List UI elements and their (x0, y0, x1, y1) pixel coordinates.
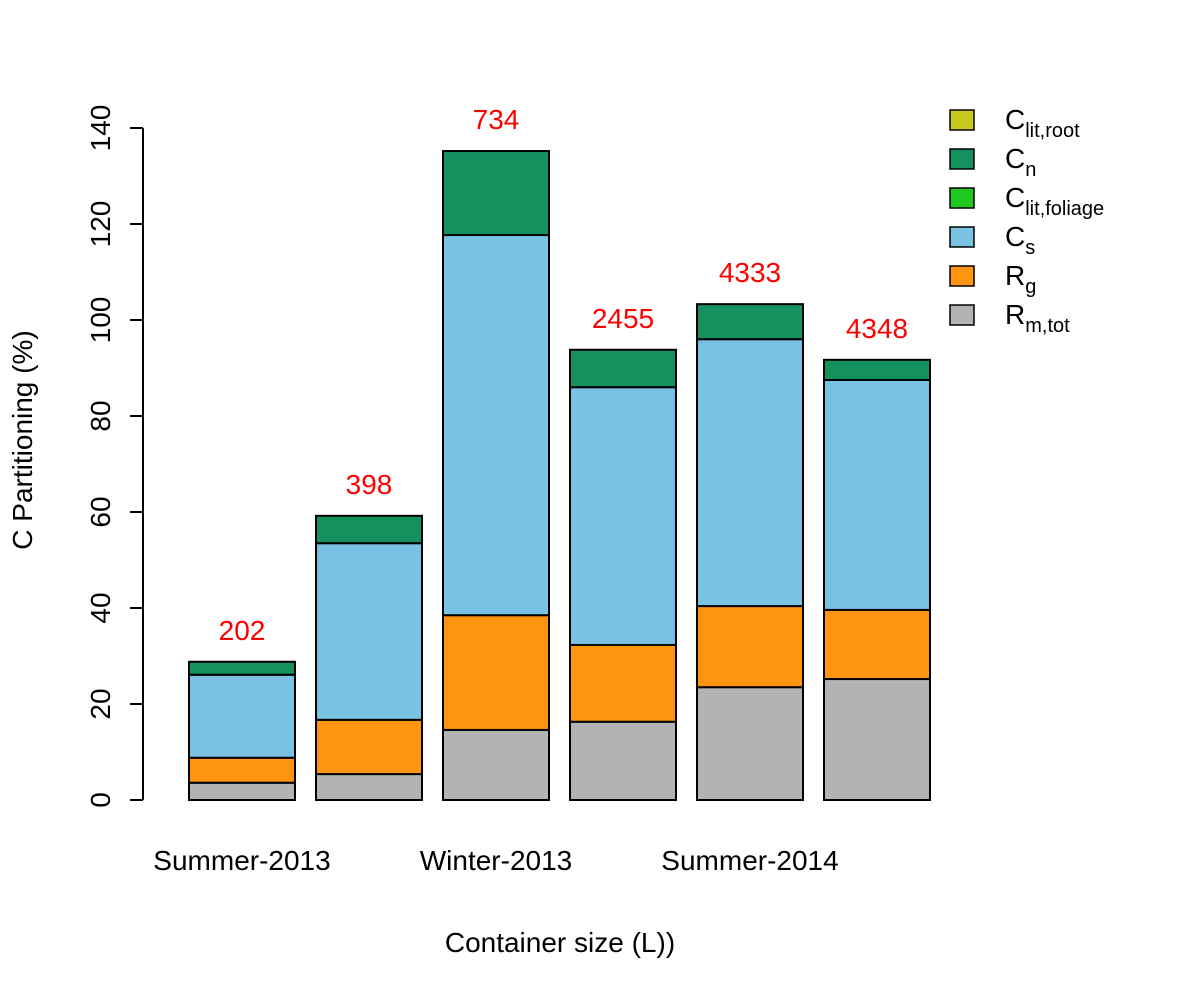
legend-name: C (1005, 143, 1025, 174)
y-tick-label: 120 (85, 201, 116, 248)
bar-segment (188, 756, 296, 784)
bar-segment (315, 514, 423, 545)
y-tick-label: 40 (85, 592, 116, 623)
bar-segment (188, 660, 296, 676)
legend-label: Cn (1005, 143, 1036, 181)
bar-label: 202 (219, 615, 266, 646)
bar-segment (569, 720, 677, 802)
x-tick-label: Winter-2013 (420, 845, 573, 876)
x-tick-label: Summer-2013 (153, 845, 330, 876)
y-tick-label: 20 (85, 688, 116, 719)
bar-segment (442, 728, 550, 801)
bar-segment (569, 386, 677, 646)
legend-name: C (1005, 221, 1025, 252)
y-axis-label: C Partitioning (%) (7, 330, 38, 549)
y-tick-label: 140 (85, 105, 116, 152)
legend-swatch (949, 226, 975, 248)
bar-label: 734 (473, 104, 520, 135)
bar-segment (569, 643, 677, 723)
bar-segment (442, 150, 550, 237)
legend-label: Rm,tot (1005, 299, 1070, 337)
y-tick-label: 100 (85, 297, 116, 344)
bar-segment (569, 348, 677, 389)
bar-segment (315, 773, 423, 802)
legend-swatch (949, 304, 975, 326)
legend-sub: s (1025, 237, 1035, 259)
y-tick-label: 60 (85, 496, 116, 527)
legend-label: Clit,root (1005, 104, 1080, 142)
bar-segment (442, 234, 550, 617)
bar-segment (823, 678, 931, 801)
bar-segment (696, 303, 804, 341)
legend-label: Cs (1005, 221, 1035, 259)
x-tick-label: Summer-2014 (661, 845, 838, 876)
legend-swatch (949, 148, 975, 170)
legend-sub: lit,root (1025, 120, 1080, 142)
bar-segment (696, 605, 804, 689)
bar-segment (696, 686, 804, 802)
bar-segment (442, 614, 550, 731)
bar-segment (823, 608, 931, 681)
legend-name: C (1005, 104, 1025, 135)
bar-segment (823, 379, 931, 611)
legend-swatch (949, 187, 975, 209)
bar-segment (188, 781, 296, 801)
x-axis-label: Container size (L)) (445, 927, 675, 958)
bar-segment (315, 542, 423, 721)
y-tick-label: 0 (85, 792, 116, 808)
bar-segment (823, 358, 931, 381)
legend-name: R (1005, 260, 1025, 291)
legend-sub: lit,foliage (1025, 198, 1104, 220)
legend-sub: m,tot (1025, 315, 1070, 337)
bar-label: 4333 (719, 257, 781, 288)
bar-label: 398 (346, 469, 393, 500)
legend-swatch (949, 109, 975, 131)
bar-segment (696, 338, 804, 608)
legend-name: R (1005, 299, 1025, 330)
bar-label: 2455 (592, 303, 654, 334)
legend-label: Clit,foliage (1005, 182, 1104, 220)
bar-label: 4348 (846, 313, 908, 344)
bar-segment (188, 673, 296, 759)
legend-label: Rg (1005, 260, 1036, 298)
legend-swatch (949, 265, 975, 287)
y-tick-label: 80 (85, 400, 116, 431)
legend-sub: g (1025, 276, 1036, 298)
legend-name: C (1005, 182, 1025, 213)
bar-segment (315, 718, 423, 776)
legend-sub: n (1025, 159, 1036, 181)
